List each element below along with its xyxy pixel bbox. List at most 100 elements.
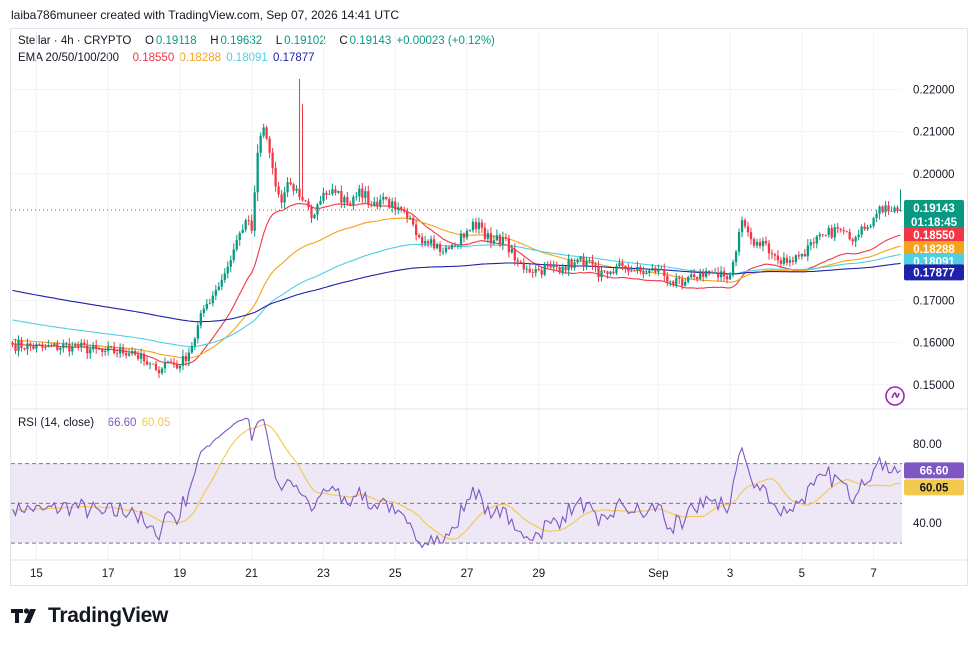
- candle: [394, 197, 397, 216]
- candle: [50, 342, 53, 348]
- candle: [310, 204, 313, 223]
- candle: [690, 269, 693, 280]
- candle: [746, 221, 750, 237]
- candle: [298, 78, 301, 201]
- candle: [645, 268, 648, 275]
- candle: [869, 223, 872, 229]
- candle: [238, 231, 241, 246]
- candle: [417, 233, 421, 239]
- candle: [863, 222, 866, 231]
- candle: [896, 205, 899, 214]
- candle: [639, 264, 642, 275]
- rsi-label[interactable]: RSI (14, close): [18, 417, 95, 429]
- time-tick-label: 15: [30, 568, 43, 580]
- candle: [660, 265, 663, 271]
- time-tick-label: 17: [102, 568, 115, 580]
- candle: [107, 341, 110, 356]
- candle: [391, 197, 394, 213]
- candle: [175, 360, 179, 370]
- candle: [435, 242, 439, 250]
- symbol-name[interactable]: Stellar · 4h · CRYPTO: [18, 35, 132, 47]
- candle: [95, 339, 98, 354]
- price-tick-label: 0.16000: [913, 338, 955, 350]
- candle: [839, 228, 842, 233]
- candle: [241, 224, 244, 234]
- candle: [334, 185, 337, 196]
- candle: [388, 196, 391, 210]
- candle: [29, 342, 32, 352]
- candle: [379, 194, 382, 209]
- candle: [160, 366, 164, 375]
- rsi-ma-value: 60.05: [141, 417, 171, 429]
- candle: [403, 206, 406, 214]
- candle: [669, 280, 672, 287]
- candle: [522, 257, 525, 274]
- alert-icon[interactable]: [885, 386, 905, 406]
- candle: [561, 263, 564, 276]
- candle: [295, 185, 298, 194]
- candle: [214, 284, 217, 300]
- candle: [56, 340, 59, 352]
- candle: [725, 274, 729, 284]
- candle: [337, 190, 340, 194]
- candle: [618, 258, 621, 269]
- candle: [854, 235, 857, 248]
- candle: [462, 232, 466, 243]
- candle: [516, 257, 519, 267]
- candle: [543, 261, 546, 277]
- candle: [666, 271, 669, 287]
- candle: [163, 357, 167, 373]
- ema-label[interactable]: EMA 20/50/100/200: [18, 52, 120, 64]
- ema200-badge: 0.17877: [904, 264, 964, 281]
- candle: [181, 349, 185, 371]
- price-tick-label: 0.22000: [913, 84, 955, 96]
- tradingview-logo-text: TradingView: [48, 604, 169, 627]
- candle: [423, 236, 427, 247]
- candle: [791, 256, 795, 266]
- candle: [274, 161, 277, 192]
- candle: [406, 207, 409, 223]
- candle: [259, 132, 262, 157]
- rsi-ma-badge: 60.05: [904, 479, 964, 496]
- candle: [887, 201, 890, 215]
- candle: [803, 248, 806, 257]
- ema100-value: 0.18091: [226, 52, 268, 64]
- candle: [713, 268, 717, 274]
- candle: [331, 183, 334, 196]
- candle: [630, 265, 633, 272]
- candle: [567, 254, 570, 277]
- candle: [23, 347, 26, 351]
- candle: [776, 250, 780, 265]
- candle: [477, 217, 481, 234]
- tradingview-logo[interactable]: TradingView: [11, 604, 168, 628]
- candle: [459, 229, 463, 249]
- rsi-line: [12, 417, 901, 549]
- candle: [328, 189, 331, 195]
- candle: [322, 187, 325, 204]
- candle: [268, 135, 271, 159]
- candle: [531, 268, 534, 278]
- candle: [806, 239, 809, 262]
- candle: [743, 218, 747, 229]
- candle: [627, 263, 630, 276]
- candle: [663, 263, 666, 283]
- candle: [447, 245, 451, 250]
- candle: [597, 260, 600, 282]
- candle: [77, 341, 80, 351]
- candle: [800, 253, 803, 260]
- ema50-line: [12, 217, 901, 359]
- candle: [648, 269, 651, 277]
- candle: [35, 342, 38, 353]
- candle: [687, 275, 690, 284]
- candle: [133, 348, 137, 357]
- candle: [758, 238, 762, 249]
- candle: [325, 190, 328, 200]
- time-tick-label: 23: [317, 568, 330, 580]
- time-tick-label: Sep: [648, 568, 668, 580]
- candle: [157, 366, 161, 379]
- candle: [62, 339, 65, 353]
- candle: [657, 264, 660, 276]
- candle: [576, 257, 579, 265]
- candle: [483, 222, 487, 242]
